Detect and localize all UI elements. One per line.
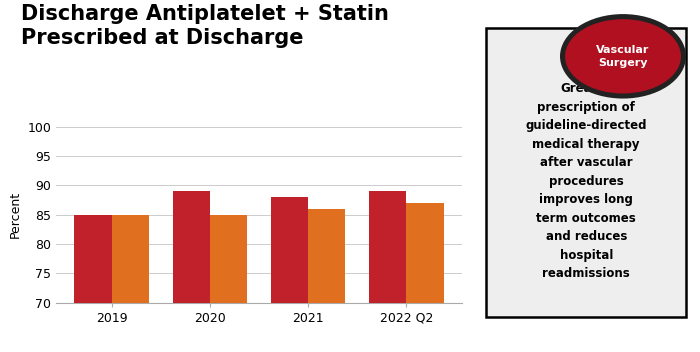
- Bar: [173, 191, 210, 352]
- Bar: [210, 215, 247, 352]
- Ellipse shape: [565, 19, 681, 94]
- Bar: [112, 215, 149, 352]
- FancyBboxPatch shape: [486, 28, 686, 317]
- Bar: [308, 209, 345, 352]
- Bar: [271, 197, 308, 352]
- Bar: [406, 203, 444, 352]
- Ellipse shape: [560, 14, 686, 99]
- Text: Greater
prescription of
guideline-directed
medical therapy
after vascular
proced: Greater prescription of guideline-direct…: [526, 82, 647, 280]
- Text: Vascular
Surgery: Vascular Surgery: [596, 45, 650, 68]
- Bar: [74, 215, 112, 352]
- Y-axis label: Percent: Percent: [8, 191, 22, 238]
- Bar: [369, 191, 406, 352]
- Legend: BMC2, National: BMC2, National: [188, 348, 330, 352]
- Text: Discharge Antiplatelet + Statin
Prescribed at Discharge: Discharge Antiplatelet + Statin Prescrib…: [21, 4, 389, 48]
